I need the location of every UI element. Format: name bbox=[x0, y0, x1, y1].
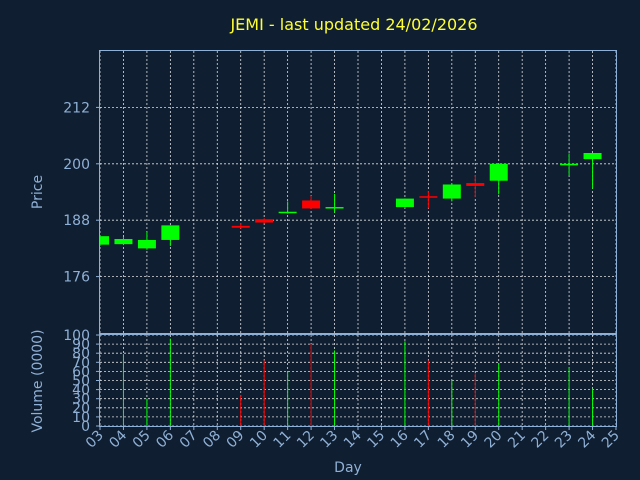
candle-body bbox=[100, 236, 109, 245]
x-tick-label: 15 bbox=[364, 428, 388, 452]
chart-title: JEMI - last updated 24/02/2026 bbox=[229, 15, 477, 34]
price-panel-frame bbox=[99, 50, 617, 334]
volume-y-tick-label: 80 bbox=[72, 346, 90, 362]
candlestick bbox=[231, 223, 250, 229]
candlesticks bbox=[100, 152, 602, 250]
candlestick bbox=[302, 195, 321, 209]
candlestick bbox=[278, 201, 297, 214]
candlestick bbox=[325, 193, 344, 213]
volume-y-tick-label: 10 bbox=[72, 410, 90, 426]
candle-body bbox=[419, 196, 438, 198]
candlestick bbox=[114, 237, 133, 246]
x-tick-label: 07 bbox=[177, 428, 201, 452]
price-y-tick-label: 200 bbox=[63, 157, 90, 173]
volume-y-tick-label: 0 bbox=[81, 419, 90, 435]
candlestick bbox=[137, 231, 156, 250]
x-tick-label: 10 bbox=[247, 428, 271, 452]
candlestick bbox=[442, 183, 461, 202]
price-y-tick-label: 212 bbox=[63, 100, 90, 116]
x-tick-label: 20 bbox=[482, 428, 506, 452]
volume-y-tick-label: 40 bbox=[72, 383, 90, 399]
x-tick-label: 18 bbox=[435, 428, 459, 452]
x-tick-label: 25 bbox=[599, 428, 623, 452]
x-tick-label: 05 bbox=[130, 428, 154, 452]
price-grid bbox=[99, 51, 617, 333]
volume-axis-label: Volume (0000) bbox=[30, 329, 46, 432]
volume-y-tick-label: 60 bbox=[72, 364, 90, 380]
x-tick-label: 19 bbox=[458, 428, 482, 452]
x-tick-label: 09 bbox=[224, 428, 248, 452]
volume-panel-frame bbox=[99, 334, 617, 427]
candle-body bbox=[302, 200, 321, 209]
price-y-ticks: 176 188 200 212 bbox=[63, 100, 100, 286]
candle-body bbox=[325, 207, 344, 209]
candlestick bbox=[395, 198, 414, 208]
candle-body bbox=[466, 183, 485, 186]
x-tick-label: 06 bbox=[153, 427, 177, 451]
candlestick bbox=[100, 236, 109, 247]
candle-body bbox=[560, 163, 579, 166]
x-axis-label: Day bbox=[334, 460, 362, 476]
volume-y-tick-label: 100 bbox=[63, 328, 90, 344]
volume-y-tick-label: 30 bbox=[72, 392, 90, 408]
candle-body bbox=[442, 184, 461, 199]
x-tick-label: 08 bbox=[200, 428, 224, 452]
volume-grid bbox=[99, 334, 617, 427]
candlestick bbox=[419, 191, 438, 209]
x-tick-label: 16 bbox=[388, 427, 412, 451]
x-tick-label: 04 bbox=[106, 427, 130, 451]
volume-y-tick-label: 90 bbox=[72, 337, 90, 353]
volume-y-tick-label: 20 bbox=[72, 401, 90, 417]
candlestick bbox=[560, 153, 579, 176]
candle-body bbox=[137, 239, 156, 249]
x-tick-label: 21 bbox=[505, 428, 529, 452]
candle-body bbox=[114, 239, 133, 245]
price-y-tick-label: 188 bbox=[63, 213, 90, 229]
x-tick-label: 11 bbox=[271, 428, 295, 452]
x-tick-label: 14 bbox=[341, 427, 365, 451]
x-tick-label: 17 bbox=[411, 428, 435, 452]
candlestick bbox=[255, 218, 274, 224]
candle-body bbox=[489, 163, 508, 181]
candle-body bbox=[231, 225, 250, 228]
price-y-tick-label: 176 bbox=[63, 270, 90, 286]
x-ticks: 03 04 05 06 07 08 09 10 11 12 13 14 15 16 17 18 19 20 21 22… bbox=[83, 426, 623, 451]
volume-y-tick-label: 50 bbox=[72, 374, 90, 390]
volume-bars bbox=[122, 338, 594, 426]
candle-body bbox=[395, 198, 414, 208]
x-tick-label: 13 bbox=[317, 428, 341, 452]
candlestick bbox=[466, 175, 485, 198]
candle-body bbox=[278, 211, 297, 214]
volume-y-tick-label: 70 bbox=[72, 355, 90, 371]
x-tick-label: 23 bbox=[552, 428, 576, 452]
candlestick bbox=[161, 225, 180, 247]
candle-body bbox=[161, 225, 180, 240]
candle-body bbox=[255, 219, 274, 223]
x-tick-label: 24 bbox=[575, 427, 599, 451]
price-axis-label: Price bbox=[30, 175, 46, 209]
candlestick bbox=[489, 163, 508, 195]
candle-body bbox=[583, 152, 602, 160]
candlestick bbox=[583, 152, 602, 189]
x-tick-label: 22 bbox=[529, 428, 553, 452]
x-tick-label: 12 bbox=[294, 428, 318, 452]
